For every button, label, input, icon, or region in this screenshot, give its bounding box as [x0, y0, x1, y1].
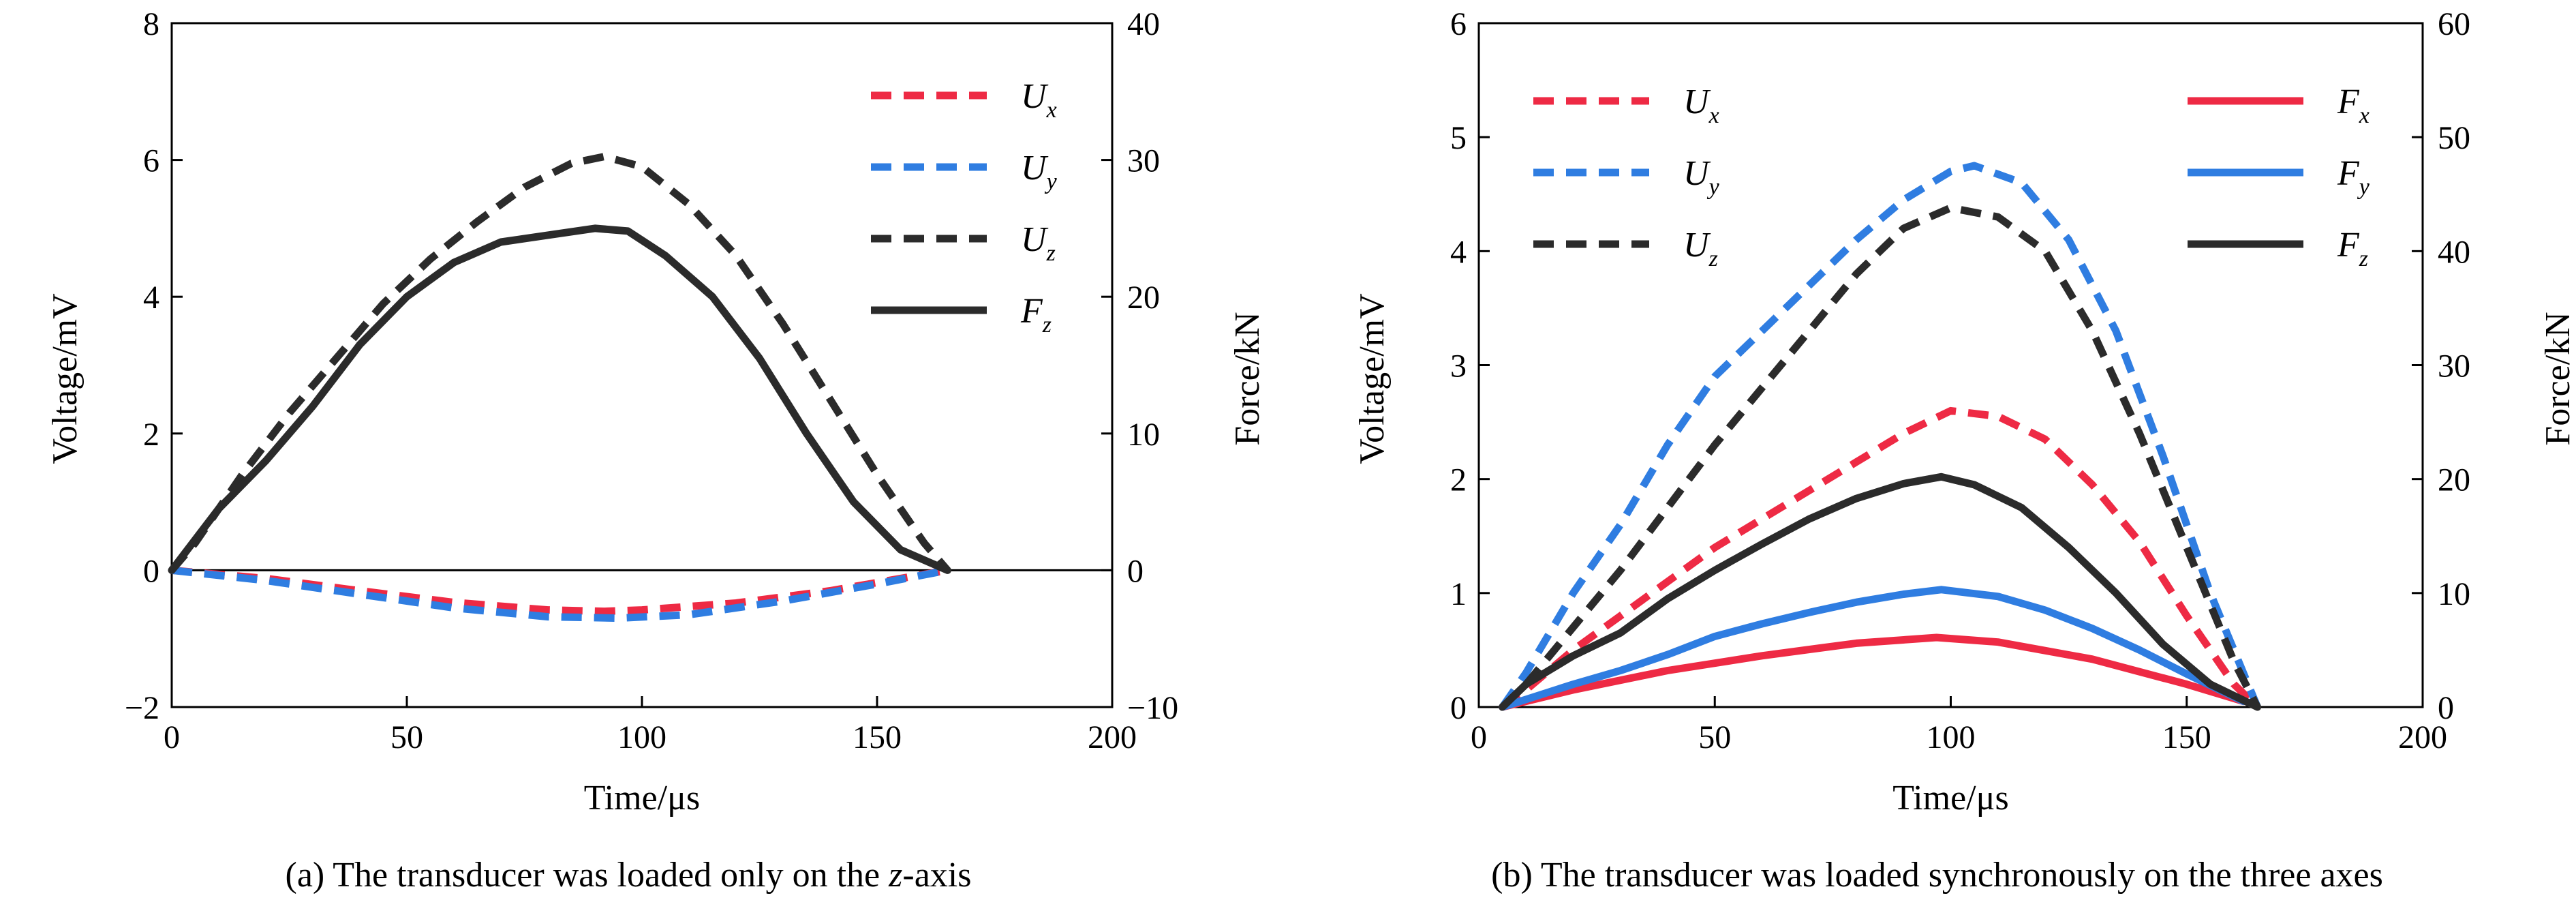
y2-tick-label: 50 [2438, 120, 2470, 156]
legend-subscript: y [1045, 169, 1058, 194]
x-tick-label: 200 [1088, 719, 1137, 755]
series-line-ux [171, 566, 949, 616]
x-axis-label: Time/μs [584, 779, 700, 817]
legend-subscript: z [2359, 246, 2368, 271]
x-tick-label: 0 [1471, 719, 1487, 755]
y-tick-label: −2 [125, 690, 159, 726]
legend-label-uz: Uz [1683, 226, 1718, 271]
legend-letter: U [1021, 77, 1049, 116]
legend-label-uz: Uz [1021, 220, 1056, 266]
x-tick-label: 100 [617, 719, 666, 755]
y-tick-label: 2 [1450, 462, 1467, 498]
y2-tick-label: 40 [1127, 6, 1160, 42]
legend-label-ux: Ux [1683, 82, 1719, 128]
y-tick-label: 4 [143, 280, 159, 316]
plot-frame [1477, 22, 2424, 708]
y2-tick-label: 40 [2438, 234, 2470, 270]
y2-tick-label: 60 [2438, 6, 2470, 42]
x-tick-label: 200 [2398, 719, 2447, 755]
legend-label-fy: Fy [2337, 154, 2370, 200]
legend-letter: F [1020, 292, 1043, 331]
legend-letter: U [1021, 220, 1049, 259]
y-tick-label: 0 [143, 553, 159, 589]
y2-tick-label: −10 [1127, 690, 1178, 726]
legend-letter: U [1683, 226, 1711, 265]
series-line-fz [168, 224, 951, 574]
y-tick-label: 0 [1450, 690, 1467, 726]
panel-a: 0 50 100 150 200−202468−10010203040Time/μsVo… [46, 6, 1267, 895]
y-tick-label: 1 [1450, 576, 1467, 612]
y2-tick-label: 0 [2438, 690, 2454, 726]
legend-label-fx: Fx [2337, 82, 2370, 128]
legend-subscript: x [1708, 103, 1719, 128]
series-line-uz [1499, 204, 2261, 710]
legend-subscript: x [1046, 97, 1057, 123]
y-tick-label: 6 [143, 143, 159, 179]
legend-label-uy: Uy [1683, 154, 1720, 200]
series-line-fx [1499, 633, 2248, 711]
y-tick-label: 8 [143, 6, 159, 42]
legend-subscript: y [2357, 175, 2370, 200]
legend-subscript: z [1708, 246, 1718, 271]
legend-letter: U [1021, 149, 1049, 188]
y2-axis-label: Force/kN [2539, 312, 2576, 445]
caption-part: -axis [902, 856, 971, 895]
legend-letter: F [2337, 82, 2360, 121]
x-axis-label: Time/μs [1892, 779, 2008, 817]
series-line-ux [1500, 406, 2260, 710]
x-tick-label: 150 [2162, 719, 2211, 755]
caption-part: (a) The transducer was loaded only on th… [286, 856, 889, 895]
legend-subscript: x [2359, 103, 2370, 128]
plot-frame [170, 22, 1114, 708]
legend-label-fz: Fz [1020, 292, 1052, 338]
y2-tick-label: 20 [2438, 462, 2470, 498]
legend-label-ux: Ux [1021, 77, 1057, 123]
y-tick-label: 5 [1450, 120, 1467, 156]
y2-tick-label: 30 [1127, 143, 1160, 179]
x-tick-label: 0 [164, 719, 180, 755]
series-line-fz [1499, 472, 2262, 711]
y-tick-label: 3 [1450, 348, 1467, 385]
x-tick-label: 150 [853, 719, 902, 755]
legend-letter: U [1683, 82, 1711, 121]
x-tick-label: 50 [1698, 719, 1731, 755]
y2-tick-label: 10 [2438, 576, 2470, 612]
y2-tick-label: 10 [1127, 417, 1160, 453]
legend-label-uy: Uy [1021, 149, 1058, 194]
series-line-fy [1499, 586, 2248, 711]
legend-letter: U [1683, 154, 1711, 193]
series-line-uy [171, 566, 949, 622]
caption: (a) The transducer was loaded only on th… [286, 856, 972, 895]
panel-b: 0 50 100 150 20001234560102030405060Time/μsV… [1353, 6, 2576, 895]
series-line-uy [1499, 162, 2261, 710]
y-axis-label: Voltage/mV [46, 293, 85, 464]
legend-letter: F [2337, 226, 2360, 265]
y2-axis-label: Force/kN [1228, 312, 1267, 445]
y-axis-label: Voltage/mV [1353, 293, 1392, 464]
y-tick-label: 6 [1450, 6, 1467, 42]
caption-part: z [888, 856, 902, 895]
y2-tick-label: 30 [2438, 348, 2470, 385]
y-tick-label: 4 [1450, 234, 1467, 270]
x-tick-label: 50 [390, 719, 423, 755]
legend-letter: F [2337, 154, 2360, 193]
legend-subscript: z [1042, 312, 1052, 338]
legend-subscript: z [1046, 241, 1056, 266]
series-line-uz [168, 153, 951, 573]
caption: (b) The transducer was loaded synchronou… [1491, 856, 2383, 895]
y-tick-label: 2 [143, 417, 159, 453]
y2-tick-label: 0 [1127, 553, 1144, 589]
x-tick-label: 100 [1927, 719, 1976, 755]
y2-tick-label: 20 [1127, 280, 1160, 316]
legend-subscript: y [1707, 175, 1720, 200]
legend-label-fz: Fz [2337, 226, 2368, 271]
